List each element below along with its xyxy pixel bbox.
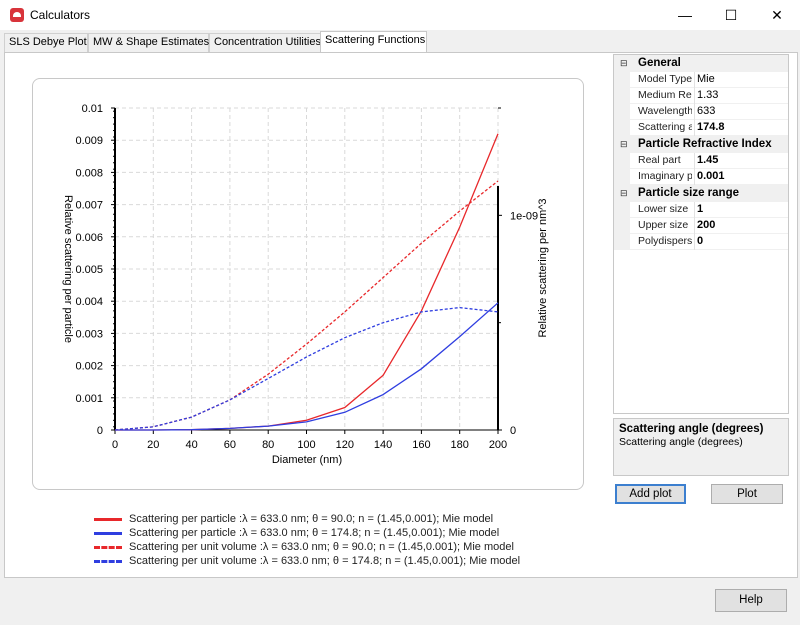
add-plot-button[interactable]: Add plot	[615, 484, 686, 504]
property-row[interactable]: Lower size 1	[614, 202, 788, 218]
category-general[interactable]: ⊟ General	[614, 55, 788, 72]
close-button[interactable]: ✕	[771, 7, 783, 23]
chart-legend: Scattering per particle :λ = 633.0 nm; θ…	[94, 512, 594, 568]
property-name: Scattering a	[638, 121, 692, 133]
property-value[interactable]: 0	[697, 235, 704, 247]
property-row[interactable]: Scattering a 174.8	[614, 120, 788, 136]
property-name: Upper size	[638, 219, 689, 231]
category-label: General	[638, 57, 681, 69]
legend-item: Scattering per unit volume :λ = 633.0 nm…	[94, 540, 594, 554]
property-grid: ⊟ General Model Type Mie Medium Re 1.33 …	[613, 54, 789, 414]
property-row[interactable]: Upper size 200	[614, 218, 788, 234]
legend-swatch	[94, 532, 122, 535]
tab-concentration-utilities[interactable]: Concentration Utilities	[209, 33, 321, 52]
help-description: Scattering angle (degrees)	[619, 436, 743, 448]
property-value[interactable]: 174.8	[697, 121, 725, 133]
maximize-button[interactable]: ☐	[724, 7, 738, 23]
collapse-icon[interactable]: ⊟	[620, 188, 628, 198]
property-name: Imaginary p	[638, 170, 692, 182]
property-value[interactable]: 1.33	[697, 89, 719, 101]
property-row[interactable]: Polydispersi 0	[614, 234, 788, 250]
property-value[interactable]: 1.45	[697, 154, 719, 166]
property-name: Wavelength	[638, 105, 692, 117]
plot-area	[32, 78, 584, 490]
property-help-box: Scattering angle (degrees) Scattering an…	[613, 418, 789, 476]
tab-sls-debye-plot[interactable]: SLS Debye Plot	[4, 33, 88, 52]
legend-label: Scattering per unit volume :λ = 633.0 nm…	[129, 541, 514, 553]
minimize-button[interactable]: —	[678, 7, 692, 23]
property-row[interactable]: Real part 1.45	[614, 153, 788, 169]
property-value[interactable]: 633	[697, 105, 716, 117]
category-label: Particle size range	[638, 187, 739, 199]
plot-button[interactable]: Plot	[711, 484, 783, 504]
app-icon	[10, 8, 24, 22]
collapse-icon[interactable]: ⊟	[620, 139, 628, 149]
legend-label: Scattering per unit volume :λ = 633.0 nm…	[129, 555, 521, 567]
property-value[interactable]: 1	[697, 203, 704, 215]
property-name: Lower size	[638, 203, 689, 215]
legend-label: Scattering per particle :λ = 633.0 nm; θ…	[129, 527, 500, 539]
property-name: Model Type	[638, 73, 692, 85]
legend-item: Scattering per unit volume :λ = 633.0 nm…	[94, 554, 594, 568]
property-value[interactable]: Mie	[697, 73, 715, 85]
property-row[interactable]: Wavelength 633	[614, 104, 788, 120]
legend-item: Scattering per particle :λ = 633.0 nm; θ…	[94, 512, 594, 526]
help-title: Scattering angle (degrees)	[619, 423, 764, 435]
property-name: Medium Re	[638, 89, 692, 101]
tab-scattering-functions[interactable]: Scattering Functions	[320, 31, 427, 53]
property-row[interactable]: Imaginary p 0.001	[614, 169, 788, 185]
property-name: Polydispersi	[638, 235, 692, 247]
legend-item: Scattering per particle :λ = 633.0 nm; θ…	[94, 526, 594, 540]
legend-swatch	[94, 518, 122, 521]
collapse-icon[interactable]: ⊟	[620, 58, 628, 68]
property-name: Real part	[638, 154, 681, 166]
help-button[interactable]: Help	[715, 589, 787, 612]
property-row[interactable]: Medium Re 1.33	[614, 88, 788, 104]
category-label: Particle Refractive Index	[638, 138, 772, 150]
legend-swatch	[94, 560, 122, 563]
property-value[interactable]: 0.001	[697, 170, 725, 182]
title-bar: Calculators — ☐ ✕	[0, 0, 800, 30]
category-particle-size-range[interactable]: ⊟ Particle size range	[614, 185, 788, 202]
window-title: Calculators	[30, 8, 91, 22]
tab-mw-shape-estimates[interactable]: MW & Shape Estimates	[88, 33, 209, 52]
legend-label: Scattering per particle :λ = 633.0 nm; θ…	[129, 513, 494, 525]
legend-swatch	[94, 546, 122, 549]
property-row[interactable]: Model Type Mie	[614, 72, 788, 88]
property-value[interactable]: 200	[697, 219, 716, 231]
category-particle-refractive-index[interactable]: ⊟ Particle Refractive Index	[614, 136, 788, 153]
